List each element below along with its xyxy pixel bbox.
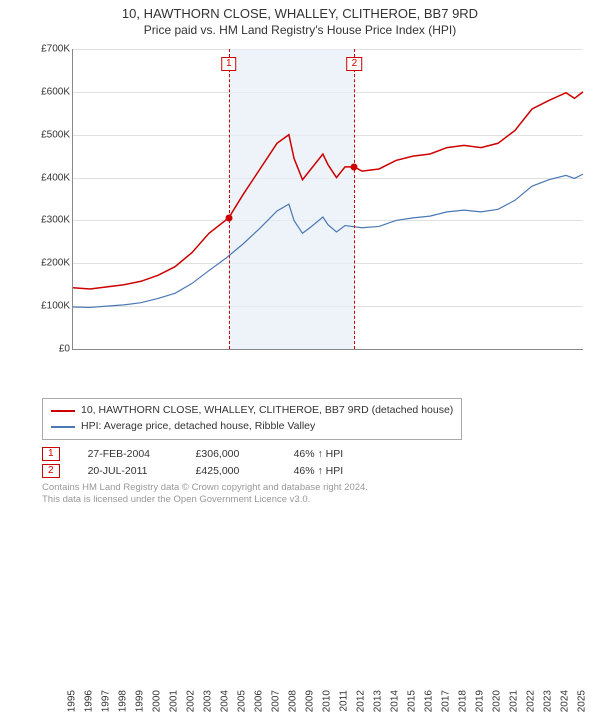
legend-label: 10, HAWTHORN CLOSE, WHALLEY, CLITHEROE, … [81,403,453,419]
x-axis-label: 1998 [118,690,129,712]
series-svg [73,49,583,349]
x-axis-label: 2017 [441,690,452,712]
transaction-hpi-pct: 46% ↑ HPI [294,448,344,460]
transaction-hpi-pct: 46% ↑ HPI [294,465,344,477]
x-axis-label: 2023 [543,690,554,712]
x-axis-label: 1997 [101,690,112,712]
x-axis-label: 2004 [220,690,231,712]
x-axis-label: 2013 [373,690,384,712]
y-axis-label: £500K [41,129,70,140]
x-axis-label: 2000 [152,690,163,712]
footer-line-2: This data is licensed under the Open Gov… [42,494,590,506]
marker-label: 1 [221,57,237,71]
x-axis-label: 2019 [475,690,486,712]
x-axis-label: 2008 [288,690,299,712]
y-axis-label: £200K [41,258,70,269]
plot-region: 12 [72,49,583,350]
x-axis-label: 2024 [560,690,571,712]
chart-title: 10, HAWTHORN CLOSE, WHALLEY, CLITHEROE, … [10,6,590,21]
x-axis-label: 2007 [271,690,282,712]
transaction-price: £425,000 [196,465,266,477]
x-axis-label: 1995 [67,690,78,712]
x-axis-label: 2016 [424,690,435,712]
y-axis-label: £400K [41,172,70,183]
legend-swatch [51,410,75,412]
x-axis-label: 2011 [339,690,350,712]
x-axis-label: 2025 [577,690,588,712]
x-axis-label: 2006 [254,690,265,712]
transaction-row: 2 20-JUL-2011 £425,000 46% ↑ HPI [42,464,590,478]
y-axis-label: £0 [59,344,70,355]
x-axis-label: 2012 [356,690,367,712]
transaction-row: 1 27-FEB-2004 £306,000 46% ↑ HPI [42,447,590,461]
series-line [73,174,583,307]
y-axis-label: £600K [41,86,70,97]
transaction-price: £306,000 [196,448,266,460]
footer-line-1: Contains HM Land Registry data © Crown c… [42,482,590,494]
y-axis-label: £100K [41,301,70,312]
series-line [73,92,583,289]
footer-attribution: Contains HM Land Registry data © Crown c… [42,482,590,507]
transaction-table: 1 27-FEB-2004 £306,000 46% ↑ HPI 2 20-JUL-201… [42,447,590,478]
legend-item: 10, HAWTHORN CLOSE, WHALLEY, CLITHEROE, … [51,403,453,419]
chart-subtitle: Price paid vs. HM Land Registry's House … [10,23,590,37]
transaction-point [225,214,232,221]
transaction-date: 27-FEB-2004 [88,448,168,460]
x-axis-label: 2020 [492,690,503,712]
x-axis-label: 2003 [203,690,214,712]
x-axis-label: 2021 [509,690,520,712]
x-axis-label: 2010 [322,690,333,712]
transaction-id-box: 1 [42,447,60,461]
x-axis-label: 2014 [390,690,401,712]
chart-container: 10, HAWTHORN CLOSE, WHALLEY, CLITHEROE, … [0,0,600,560]
legend-label: HPI: Average price, detached house, Ribb… [81,419,315,435]
marker-line [354,49,355,349]
x-axis-label: 2018 [458,690,469,712]
legend-item: HPI: Average price, detached house, Ribb… [51,419,453,435]
legend-swatch [51,426,75,428]
chart-area: 12 £0£100K£200K£300K£400K£500K£600K£700K… [30,43,590,393]
x-axis-label: 2022 [526,690,537,712]
x-axis-label: 2005 [237,690,248,712]
transaction-id-box: 2 [42,464,60,478]
y-axis-label: £300K [41,215,70,226]
x-axis-label: 1996 [84,690,95,712]
transaction-point [351,163,358,170]
x-axis-label: 2002 [186,690,197,712]
x-axis-label: 1999 [135,690,146,712]
x-axis-label: 2001 [169,690,180,712]
marker-line [229,49,230,349]
y-axis-label: £700K [41,44,70,55]
legend: 10, HAWTHORN CLOSE, WHALLEY, CLITHEROE, … [42,398,462,440]
x-axis-label: 2015 [407,690,418,712]
marker-label: 2 [347,57,363,71]
x-axis-label: 2009 [305,690,316,712]
transaction-date: 20-JUL-2011 [88,465,168,477]
